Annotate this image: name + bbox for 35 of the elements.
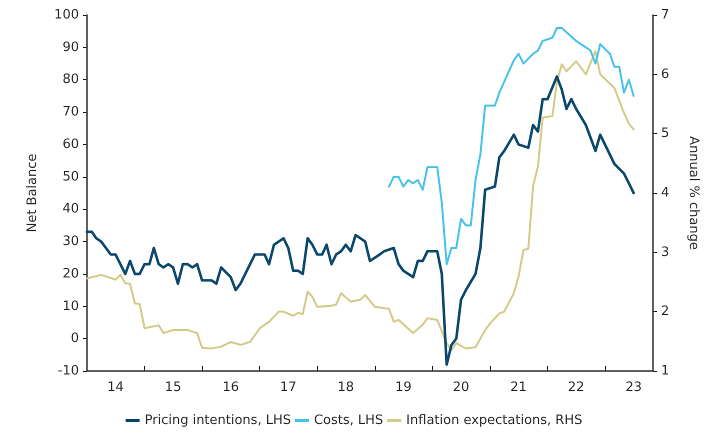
legend-label: Costs, LHS <box>314 413 384 428</box>
y-tick-label: 0 <box>70 331 79 346</box>
line-series <box>388 26 635 266</box>
x-tick-label: 14 <box>107 380 124 395</box>
x-tick-label: 15 <box>164 380 182 395</box>
y-tick-label: 10 <box>62 298 79 314</box>
legend-label: Inflation expectations, RHS <box>406 413 582 428</box>
y-tick-label: 30 <box>62 234 79 250</box>
y-tick-label: 100 <box>54 8 79 22</box>
y2-tick-label: 6 <box>661 66 670 82</box>
x-tick-label: 17 <box>280 380 297 395</box>
y2-tick-label: 7 <box>661 8 670 22</box>
y-tick-label: 80 <box>62 72 79 88</box>
y2-tick-label: 1 <box>661 364 670 378</box>
y-tick-label: 50 <box>62 169 79 184</box>
x-tick-label: 19 <box>395 380 412 395</box>
y-tick-label: 40 <box>62 202 79 217</box>
x-tick-label: 23 <box>625 380 642 395</box>
y-tick-label: 90 <box>62 40 79 55</box>
y2-tick-label: 4 <box>661 186 670 200</box>
x-tick-label: 18 <box>338 380 354 395</box>
y2-axis-title: Annual % change <box>686 136 701 250</box>
y2-tick-label: 5 <box>661 126 670 142</box>
y-tick-label: 20 <box>62 266 79 282</box>
y-axis-title: Net Balance <box>25 154 40 232</box>
y-tick-label: 60 <box>62 136 79 152</box>
x-tick-label: 16 <box>222 380 240 395</box>
y2-tick-label: 2 <box>661 304 670 320</box>
y2-tick-label: 3 <box>661 244 670 260</box>
x-tick-label: 22 <box>568 380 584 395</box>
y-tick-label: -10 <box>58 364 79 378</box>
y-tick-label: 70 <box>62 104 79 120</box>
legend-label: Pricing intentions, LHS <box>144 413 291 428</box>
x-tick-label: 20 <box>452 380 470 395</box>
x-tick-label: 21 <box>510 380 527 395</box>
